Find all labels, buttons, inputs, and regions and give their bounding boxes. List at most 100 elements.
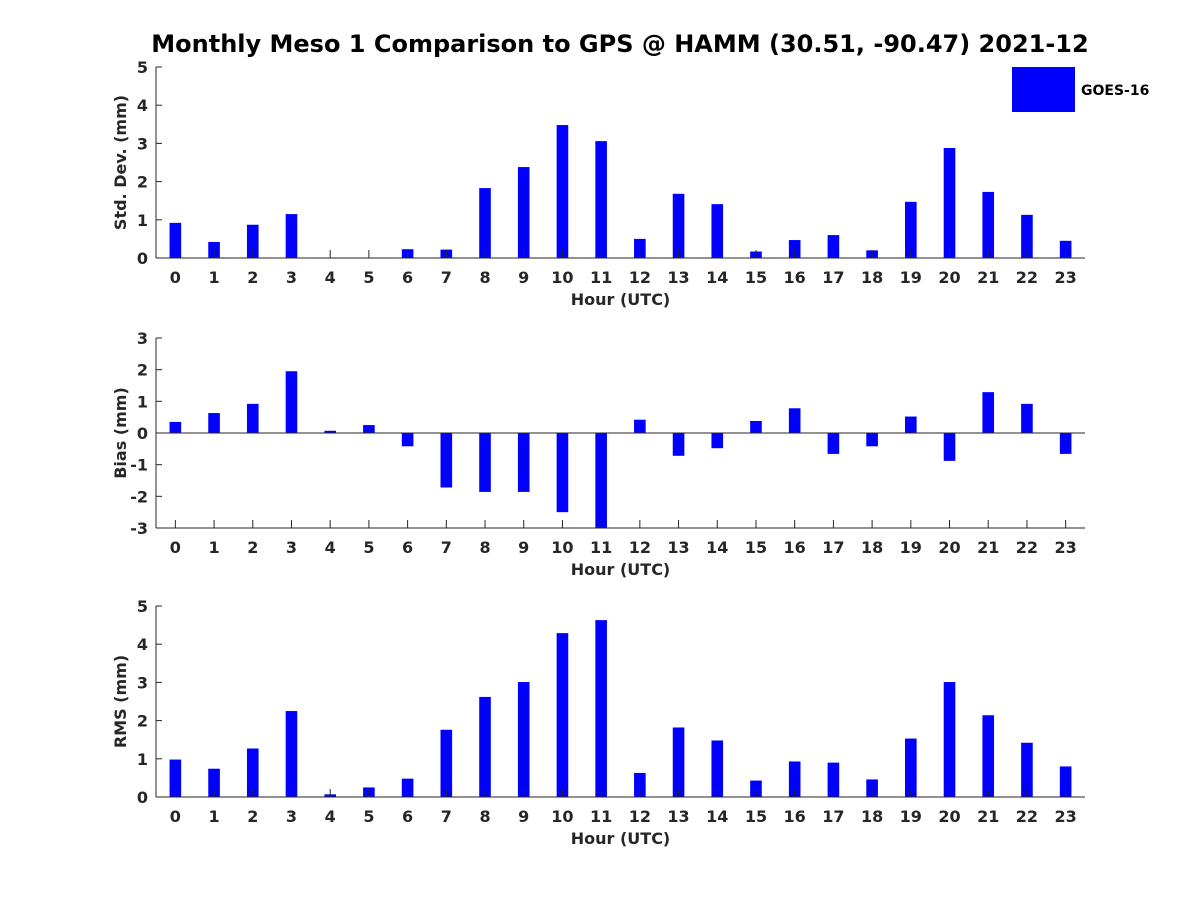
x-tick-label-rms: 5 <box>363 807 374 826</box>
y-tick-label-std-dev: 3 <box>137 134 148 153</box>
bar-std-dev-hour-20 <box>943 147 956 258</box>
x-tick-label-std-dev: 20 <box>938 268 960 287</box>
legend-label: GOES-16 <box>1081 83 1149 99</box>
x-tick-label-bias: 17 <box>822 538 844 557</box>
x-tick-label-std-dev: 22 <box>1016 268 1038 287</box>
y-tick-label-rms: 1 <box>137 750 148 769</box>
y-tick-label-bias: -1 <box>130 456 148 475</box>
y-tick-label-bias: 2 <box>137 361 148 380</box>
x-tick-label-rms: 12 <box>629 807 651 826</box>
x-tick-label-std-dev: 0 <box>170 268 181 287</box>
y-axis-title-rms: RMS (mm) <box>111 655 130 748</box>
y-tick-label-bias: 1 <box>137 392 148 411</box>
bar-rms-hour-9 <box>517 682 530 797</box>
y-tick-label-bias: 3 <box>137 329 148 348</box>
y-tick-label-rms: 5 <box>137 597 148 616</box>
bar-std-dev-hour-3 <box>285 214 298 258</box>
x-tick-label-bias: 7 <box>441 538 452 557</box>
bar-rms-hour-6 <box>401 778 414 797</box>
y-tick-label-std-dev: 2 <box>137 173 148 192</box>
x-tick-label-rms: 20 <box>938 807 960 826</box>
x-tick-label-rms: 10 <box>551 807 573 826</box>
x-tick-label-bias: 16 <box>784 538 806 557</box>
x-tick-label-std-dev: 12 <box>629 268 651 287</box>
x-tick-label-std-dev: 11 <box>590 268 612 287</box>
x-tick-label-std-dev: 3 <box>286 268 297 287</box>
x-tick-label-bias: 12 <box>629 538 651 557</box>
bar-rms-hour-22 <box>1021 742 1033 797</box>
y-tick-label-rms: 2 <box>137 712 148 731</box>
x-tick-label-bias: 10 <box>551 538 573 557</box>
bar-bias-hour-2 <box>246 403 259 433</box>
y-tick-label-std-dev: 4 <box>137 96 148 115</box>
x-tick-label-std-dev: 10 <box>551 268 573 287</box>
x-tick-label-bias: 2 <box>247 538 258 557</box>
x-tick-label-std-dev: 4 <box>325 268 336 287</box>
x-tick-label-rms: 3 <box>286 807 297 826</box>
x-tick-label-bias: 9 <box>518 538 529 557</box>
bar-std-dev-hour-19 <box>905 201 917 258</box>
bar-bias-hour-0 <box>169 421 182 433</box>
x-tick-label-std-dev: 18 <box>861 268 883 287</box>
x-tick-label-rms: 1 <box>208 807 219 826</box>
x-tick-label-bias: 1 <box>208 538 219 557</box>
x-tick-label-bias: 20 <box>938 538 960 557</box>
legend: GOES-16 <box>1012 67 1149 112</box>
x-tick-label-bias: 3 <box>286 538 297 557</box>
bar-std-dev-hour-0 <box>169 222 182 258</box>
y-tick-label-rms: 0 <box>137 788 148 807</box>
x-tick-label-rms: 0 <box>170 807 181 826</box>
x-tick-label-rms: 18 <box>861 807 883 826</box>
bar-bias-hour-19 <box>905 416 917 433</box>
bar-rms-hour-10 <box>556 633 569 797</box>
bar-rms-hour-18 <box>866 779 878 797</box>
x-tick-label-rms: 14 <box>706 807 728 826</box>
bar-rms-hour-17 <box>827 762 840 797</box>
bar-std-dev-hour-2 <box>246 224 259 258</box>
y-tick-label-bias: -3 <box>130 519 148 538</box>
x-tick-label-bias: 8 <box>479 538 490 557</box>
bar-bias-hour-20 <box>943 433 956 461</box>
bar-rms-hour-11 <box>595 620 607 797</box>
y-tick-label-rms: 3 <box>137 673 148 692</box>
bar-bias-hour-3 <box>285 371 298 433</box>
bar-bias-hour-9 <box>517 433 530 492</box>
bar-std-dev-hour-11 <box>595 141 607 258</box>
x-tick-label-bias: 4 <box>325 538 336 557</box>
x-tick-label-std-dev: 16 <box>784 268 806 287</box>
bar-bias-hour-5 <box>363 425 375 433</box>
y-axis-title-bias: Bias (mm) <box>111 387 130 479</box>
bar-rms-hour-21 <box>982 715 995 797</box>
x-tick-label-rms: 21 <box>977 807 999 826</box>
x-tick-label-rms: 19 <box>900 807 922 826</box>
bar-std-dev-hour-12 <box>634 238 646 258</box>
bar-bias-hour-6 <box>401 433 414 447</box>
bar-bias-hour-17 <box>827 433 840 454</box>
x-tick-label-rms: 23 <box>1055 807 1077 826</box>
bar-rms-hour-7 <box>440 729 453 797</box>
y-tick-label-bias: 0 <box>137 424 148 443</box>
bar-bias-hour-4 <box>324 430 336 433</box>
bar-std-dev-hour-8 <box>479 188 491 258</box>
bar-bias-hour-18 <box>866 433 878 447</box>
x-tick-label-bias: 15 <box>745 538 767 557</box>
bar-std-dev-hour-23 <box>1059 240 1072 258</box>
bar-rms-hour-16 <box>788 761 801 797</box>
bar-std-dev-hour-21 <box>982 191 995 258</box>
x-tick-label-rms: 16 <box>784 807 806 826</box>
x-tick-label-std-dev: 21 <box>977 268 999 287</box>
y-tick-label-std-dev: 5 <box>137 58 148 77</box>
y-tick-label-std-dev: 1 <box>137 211 148 230</box>
x-tick-label-rms: 2 <box>247 807 258 826</box>
bar-rms-hour-3 <box>285 711 298 797</box>
bar-rms-hour-14 <box>711 740 724 797</box>
bar-rms-hour-13 <box>672 727 685 797</box>
bar-rms-hour-20 <box>943 682 956 797</box>
x-tick-label-bias: 18 <box>861 538 883 557</box>
bar-rms-hour-8 <box>479 696 491 797</box>
x-axis-title-std-dev: Hour (UTC) <box>571 290 671 309</box>
x-tick-label-bias: 5 <box>363 538 374 557</box>
x-tick-label-rms: 13 <box>667 807 689 826</box>
